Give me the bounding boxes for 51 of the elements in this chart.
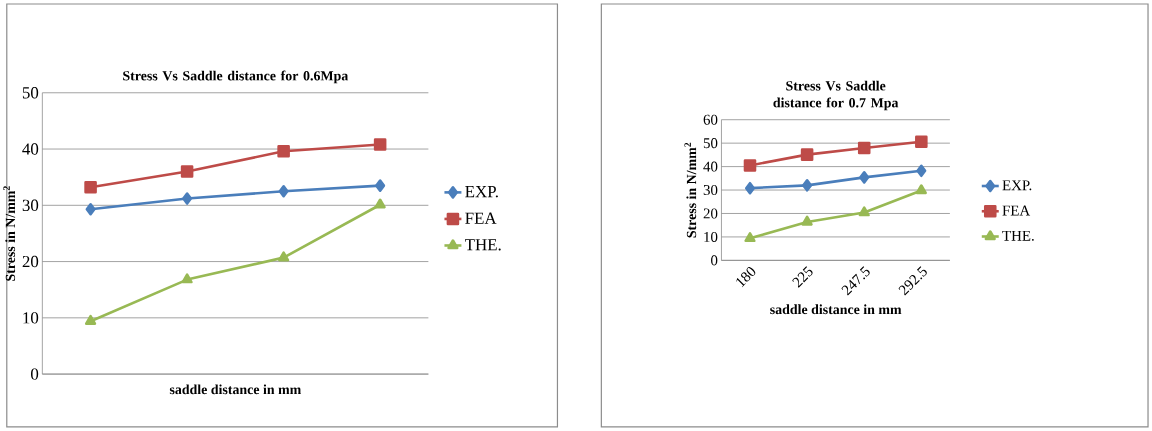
y-tick-label: 60 <box>703 114 718 125</box>
point <box>180 165 194 178</box>
chart-title: Stress Vs Saddle distance for 0.7 Mpa <box>773 80 899 111</box>
point <box>84 314 97 326</box>
point <box>744 232 756 243</box>
legend-label: FEA <box>1002 205 1031 216</box>
legend-label: FEA <box>465 212 497 224</box>
y-tick-label: 50 <box>22 87 39 99</box>
legend-label: EXP. <box>1002 180 1032 191</box>
point <box>181 273 193 284</box>
y-tick-label: 0 <box>31 368 39 380</box>
point <box>858 206 870 217</box>
y-tick-label: 20 <box>703 208 718 219</box>
y-tick-label: 40 <box>22 143 39 155</box>
y-tick-label: 40 <box>703 161 718 172</box>
point <box>916 164 927 178</box>
point <box>800 148 814 161</box>
chart-title: Stress Vs Saddle distance for 0.6Mpa <box>123 70 349 84</box>
point <box>84 181 97 194</box>
y-tick-label: 20 <box>22 255 39 268</box>
point <box>857 141 871 155</box>
point <box>859 171 870 184</box>
point <box>278 251 290 262</box>
point <box>277 145 290 158</box>
x-tick-label: 225 <box>792 266 813 288</box>
point <box>373 138 387 151</box>
legend-label: EXP. <box>465 186 498 198</box>
point <box>85 202 96 216</box>
point <box>802 179 813 192</box>
point <box>801 215 813 226</box>
point <box>915 135 928 149</box>
y-tick-label: 0 <box>711 255 718 266</box>
point <box>915 184 927 195</box>
point <box>744 181 756 195</box>
y-tick-label: 30 <box>22 199 39 212</box>
legend-label: THE. <box>465 239 501 251</box>
point <box>375 179 386 192</box>
legend-label: THE. <box>1002 230 1034 241</box>
x-axis-title: saddle distance in mm <box>770 304 902 315</box>
y-tick-label: 30 <box>703 185 718 196</box>
y-axis-title: Stress in N/mm$^{2}$ <box>3 186 16 281</box>
point <box>278 184 289 198</box>
y-tick-label: 10 <box>704 231 718 242</box>
y-axis-title: Stress in N/mm$^{2}$ <box>684 142 697 238</box>
x-tick-label: 180 <box>736 267 756 288</box>
point <box>374 198 386 209</box>
x-axis-title: saddle distance in mm <box>169 384 302 395</box>
point <box>182 192 193 205</box>
point <box>743 159 757 172</box>
y-tick-label: 50 <box>703 138 718 149</box>
y-tick-label: 10 <box>23 312 39 324</box>
